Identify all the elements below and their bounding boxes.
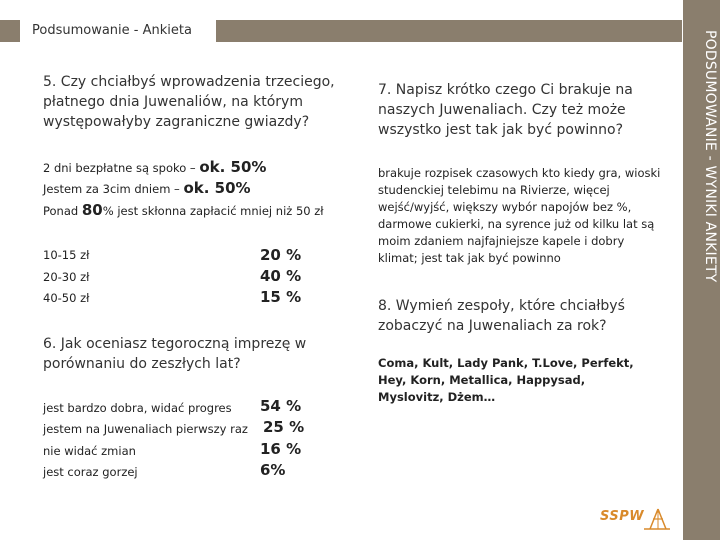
page-title: Podsumowanie - Ankieta xyxy=(32,23,192,38)
q5-line-1: 2 dni bezpłatne są spoko – ok. 50% xyxy=(43,158,266,177)
question-5-title: 5. Czy chciałbyś wprowadzenia trzeciego,… xyxy=(43,74,335,130)
q5-line-1-text: 2 dni bezpłatne są spoko – xyxy=(43,161,200,175)
question-7-answer: brakuje rozpisek czasowych kto kiedy gra… xyxy=(378,166,661,265)
q6-row-label: jest coraz gorzej xyxy=(43,465,138,479)
q6-row-value: 6% xyxy=(260,461,286,479)
q5-line-3: Ponad 80% jest skłonna zapłacić mniej ni… xyxy=(43,201,324,220)
logo-emblem-icon xyxy=(644,508,670,530)
logo-wordmark: SSPW xyxy=(600,509,645,524)
q5-line-2-value: ok. 50% xyxy=(183,179,251,197)
price-row-label: 10-15 zł xyxy=(43,248,90,262)
q6-row-label: nie widać zmian xyxy=(43,444,136,458)
q5-line-3-value: 80 xyxy=(81,201,103,219)
header-tab xyxy=(20,20,216,42)
q6-row-label: jest bardzo dobra, widać progres xyxy=(43,401,232,415)
price-row-value: 15 % xyxy=(260,288,302,306)
q6-row-value: 54 % xyxy=(260,397,302,415)
q5-line-2: Jestem za 3cim dniem – ok. 50% xyxy=(43,179,251,198)
q6-row-label: jestem na Juwenaliach pierwszy raz xyxy=(43,422,248,436)
side-bar xyxy=(683,0,720,540)
q6-row-value: 16 % xyxy=(260,440,302,458)
price-row-label: 40-50 zł xyxy=(43,291,90,305)
question-6-title: 6. Jak oceniasz tegoroczną imprezę w por… xyxy=(43,336,307,372)
q6-row-value: 25 % xyxy=(263,418,305,436)
q5-line-3-post: % jest skłonna zapłacić mniej niż 50 zł xyxy=(102,204,324,218)
sspw-logo: SSPW xyxy=(600,505,672,531)
question-8-answer: Coma, Kult, Lady Pank, T.Love, Perfekt, … xyxy=(378,356,634,404)
q5-line-2-text: Jestem za 3cim dniem – xyxy=(43,182,184,196)
price-row-value: 40 % xyxy=(260,267,302,285)
question-7-title: 7. Napisz krótko czego Ci brakuje na nas… xyxy=(378,82,633,138)
side-title: PODSUMOWANIE - WYNIKI ANKIETY xyxy=(702,30,718,283)
q5-line-1-value: ok. 50% xyxy=(199,158,267,176)
price-row-value: 20 % xyxy=(260,246,302,264)
q5-line-3-pre: Ponad xyxy=(43,204,82,218)
question-8-title: 8. Wymień zespoły, które chciałbyś zobac… xyxy=(378,298,625,334)
price-row-label: 20-30 zł xyxy=(43,270,90,284)
